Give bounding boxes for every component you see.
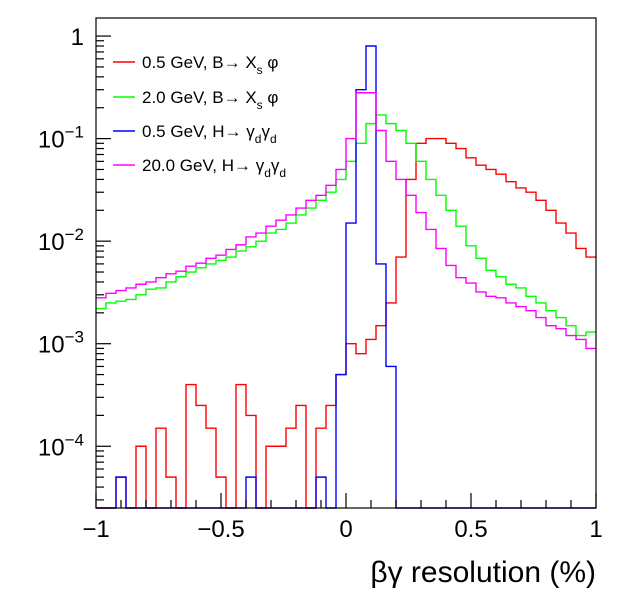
legend-label-2: 2.0 GeV, B→ Xs φ (142, 88, 278, 112)
x-tick-label: 1 (589, 516, 602, 543)
legend-label-4: 20.0 GeV, H→ γdγd (142, 156, 286, 180)
legend: 0.5 GeV, B→ Xs φ 2.0 GeV, B→ Xs φ 0.5 GeV,… (113, 53, 286, 180)
y-tick-label: 10−2 (38, 225, 84, 256)
x-tick-label: 0.5 (454, 516, 487, 543)
legend-label-1: 0.5 GeV, B→ Xs φ (142, 53, 278, 77)
y-tick-label: 10−3 (38, 328, 84, 359)
y-tick-label: 1 (71, 24, 84, 51)
x-tick-label: −1 (82, 516, 109, 543)
x-tick-label: −0.5 (197, 516, 244, 543)
x-axis-title: βγ resolution (%) (370, 556, 596, 589)
series-line-2 (96, 114, 596, 337)
legend-label-3: 0.5 GeV, H→ γdγd (142, 122, 277, 146)
y-tick-label: 10−1 (38, 123, 84, 154)
ticks-layer: −1 −0.5 0 0.5 1 1 10−1 10−2 10−3 10−4 (38, 24, 603, 543)
series-line-4 (96, 92, 596, 350)
x-tick-label: 0 (339, 516, 352, 543)
y-tick-label: 10−4 (38, 430, 84, 461)
